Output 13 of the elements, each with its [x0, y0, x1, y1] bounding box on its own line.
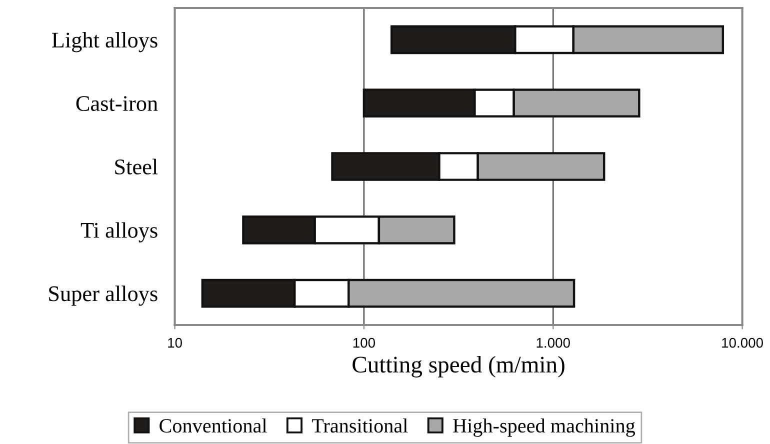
x-tick-label: 10 — [168, 338, 182, 348]
legend-label: Transitional — [312, 418, 408, 433]
legend-label: Conventional — [160, 418, 267, 433]
y-tick-label: Super alloys — [49, 286, 158, 306]
x-tick-label: 100 — [353, 338, 375, 348]
x-tick-label: 1.000 — [536, 338, 570, 348]
x-tick-label: 10.000 — [722, 338, 763, 348]
legend-label: High-speed machining — [453, 418, 636, 437]
x-axis-title: Cutting speed (m/min) — [352, 356, 564, 378]
y-tick-label: Ti alloys — [80, 222, 158, 242]
y-tick-label: Cast-iron — [76, 96, 158, 112]
y-tick-label: Light alloys — [52, 32, 158, 52]
y-tick-label: Steel — [115, 158, 158, 174]
